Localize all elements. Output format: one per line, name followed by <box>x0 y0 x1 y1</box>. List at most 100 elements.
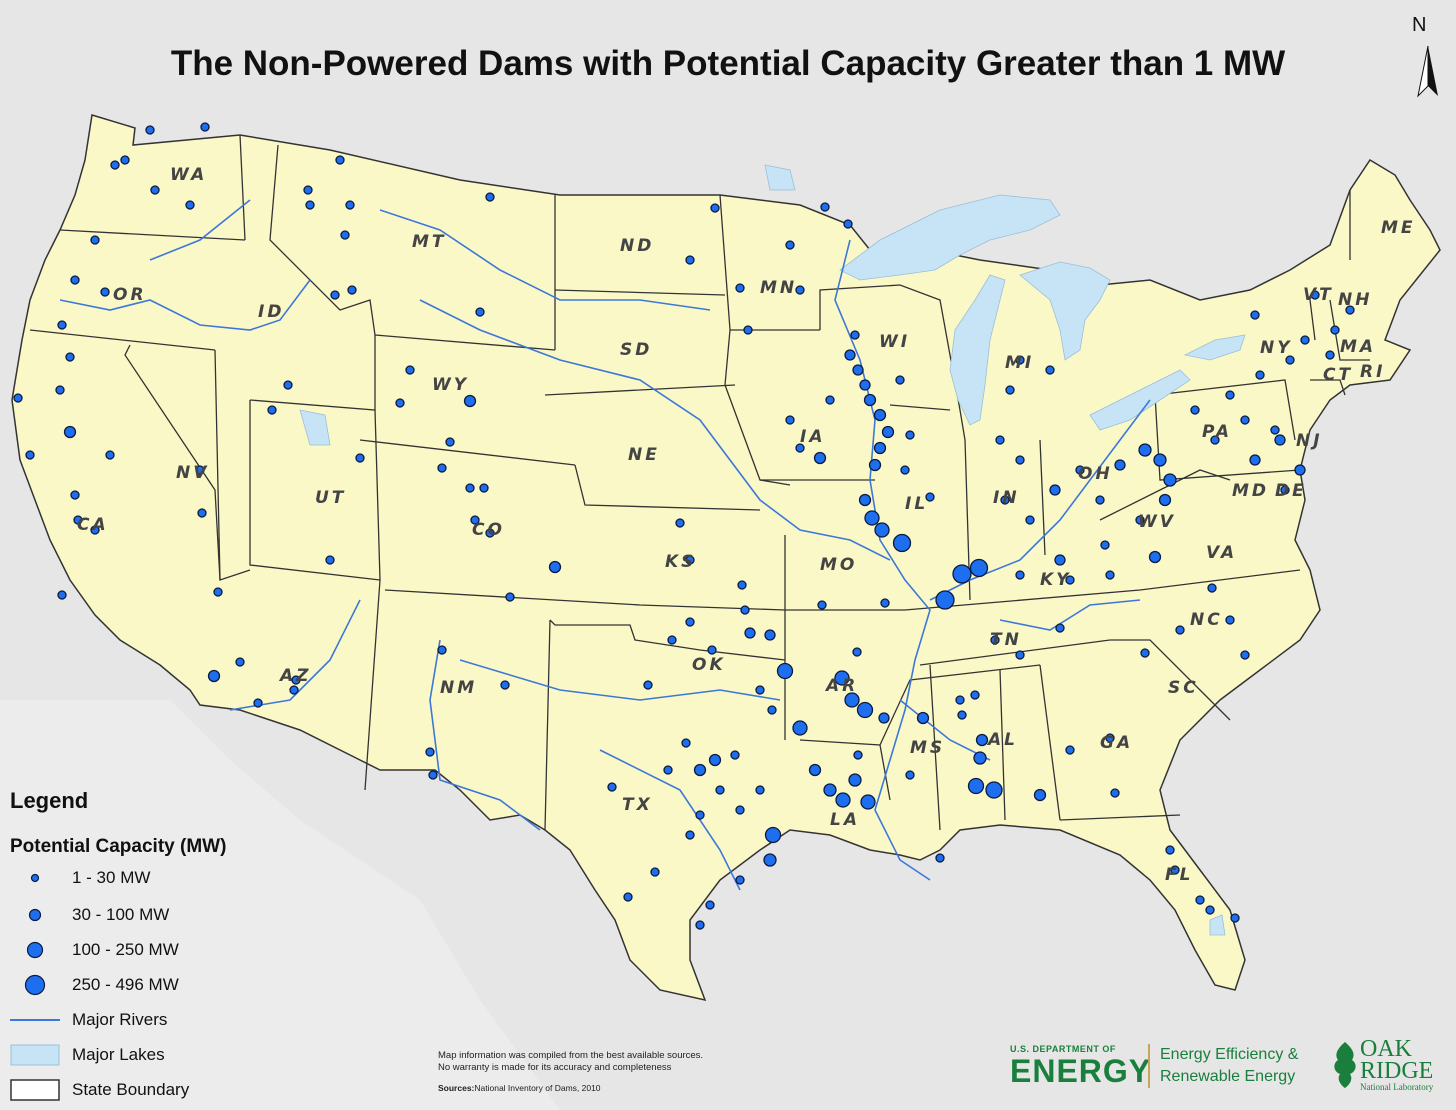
dam-marker <box>330 290 340 300</box>
river-line-icon <box>10 1019 60 1021</box>
dam-marker <box>1165 845 1175 855</box>
dam-marker <box>755 785 765 795</box>
dam-marker <box>289 685 299 695</box>
dam-marker <box>25 450 35 460</box>
dam-marker <box>475 307 485 317</box>
dam-marker <box>935 590 955 610</box>
dam-marker <box>55 385 65 395</box>
dam-marker <box>955 695 965 705</box>
doe-logo: U.S. DEPARTMENT OF ENERGY <box>1010 1044 1151 1088</box>
dam-marker <box>623 892 633 902</box>
state-label: WV <box>1138 512 1176 532</box>
dam-marker <box>895 375 905 385</box>
dam-marker <box>707 645 717 655</box>
dam-marker <box>969 558 989 578</box>
eere-line-2: Renewable Energy <box>1160 1068 1296 1085</box>
dam-marker <box>90 525 100 535</box>
dam-marker <box>303 185 313 195</box>
boundary-swatch-icon <box>10 1079 60 1101</box>
dam-marker <box>1110 788 1120 798</box>
dam-marker <box>1300 335 1310 345</box>
dam-marker <box>767 705 777 715</box>
state-label: MN <box>760 278 797 298</box>
dam-marker <box>1249 454 1261 466</box>
dam-marker <box>213 587 223 597</box>
legend-label: Major Lakes <box>72 1045 165 1064</box>
legend-label: 250 - 496 MW <box>72 975 179 994</box>
state-label: DE <box>1275 481 1307 501</box>
dam-marker <box>825 395 835 405</box>
state-label: MI <box>1005 353 1034 373</box>
dam-marker <box>1015 355 1025 365</box>
dam-marker <box>1195 895 1205 905</box>
north-label: N <box>1412 14 1427 36</box>
dam-marker <box>145 125 155 135</box>
dam-marker <box>428 770 438 780</box>
dam-marker <box>500 680 510 690</box>
dam-marker <box>479 483 489 493</box>
legend-title: Legend <box>10 788 89 813</box>
dam-marker <box>90 235 100 245</box>
dam-marker <box>850 330 860 340</box>
state-label: LA <box>830 810 860 830</box>
dam-marker <box>848 773 862 787</box>
dam-marker <box>795 285 805 295</box>
legend-label: State Boundary <box>72 1080 190 1099</box>
dam-marker <box>63 425 77 439</box>
legend-item-100-250: 100 - 250 MW <box>10 937 179 963</box>
state-label: NC <box>1190 610 1223 630</box>
dam-marker <box>347 285 357 295</box>
dam-marker <box>395 398 405 408</box>
dam-marker <box>834 670 850 686</box>
state-label: TX <box>622 795 653 815</box>
eere-logo: Energy Efficiency & Renewable Energy <box>1148 1044 1298 1088</box>
dam-marker <box>685 617 695 627</box>
dam-marker <box>100 287 110 297</box>
dam-marker <box>325 555 335 565</box>
dam-marker <box>970 690 980 700</box>
dam-marker <box>73 515 83 525</box>
dam-marker <box>57 590 67 600</box>
dam-marker <box>185 200 195 210</box>
state-label: IL <box>905 494 928 514</box>
dam-marker <box>110 160 120 170</box>
dam-marker <box>283 380 293 390</box>
dam-markers <box>13 122 1355 930</box>
state-label: SD <box>620 340 652 360</box>
dam-marker <box>957 710 967 720</box>
state-label: OR <box>113 285 147 305</box>
dam-marker <box>1033 788 1047 802</box>
dam-marker <box>150 185 160 195</box>
state-label: FL <box>1165 865 1193 885</box>
ornl-logo: OAK RIDGE National Laboratory <box>1330 1037 1433 1092</box>
dam-marker <box>207 669 221 683</box>
dam-marker <box>1240 415 1250 425</box>
dam-marker <box>305 200 315 210</box>
eere-line-1: Energy Efficiency & <box>1160 1046 1299 1063</box>
state-label: UT <box>315 488 346 508</box>
dam-marker <box>1225 390 1235 400</box>
dam-marker <box>505 592 515 602</box>
dam-marker <box>267 405 277 415</box>
dam-marker <box>967 777 985 795</box>
dam-marker <box>835 792 851 808</box>
state-label: VT <box>1303 285 1334 305</box>
dam-marker <box>1255 370 1265 380</box>
dam-symbol-small-icon <box>30 873 40 883</box>
dam-marker <box>880 598 890 608</box>
state-label: KS <box>665 552 696 572</box>
dam-marker <box>710 203 720 213</box>
dam-marker <box>755 685 765 695</box>
state-label: MT <box>412 232 447 252</box>
conus-landmass <box>11 114 1441 1002</box>
legend-item-30-100: 30 - 100 MW <box>10 903 169 927</box>
dam-marker <box>763 853 777 867</box>
state-label: WY <box>432 375 469 395</box>
dam-marker <box>105 450 115 460</box>
legend-item-1-30: 1 - 30 MW <box>10 868 150 888</box>
dam-marker <box>607 782 617 792</box>
dam-marker <box>764 826 782 844</box>
dam-marker <box>705 900 715 910</box>
state-label: ME <box>1381 218 1416 238</box>
